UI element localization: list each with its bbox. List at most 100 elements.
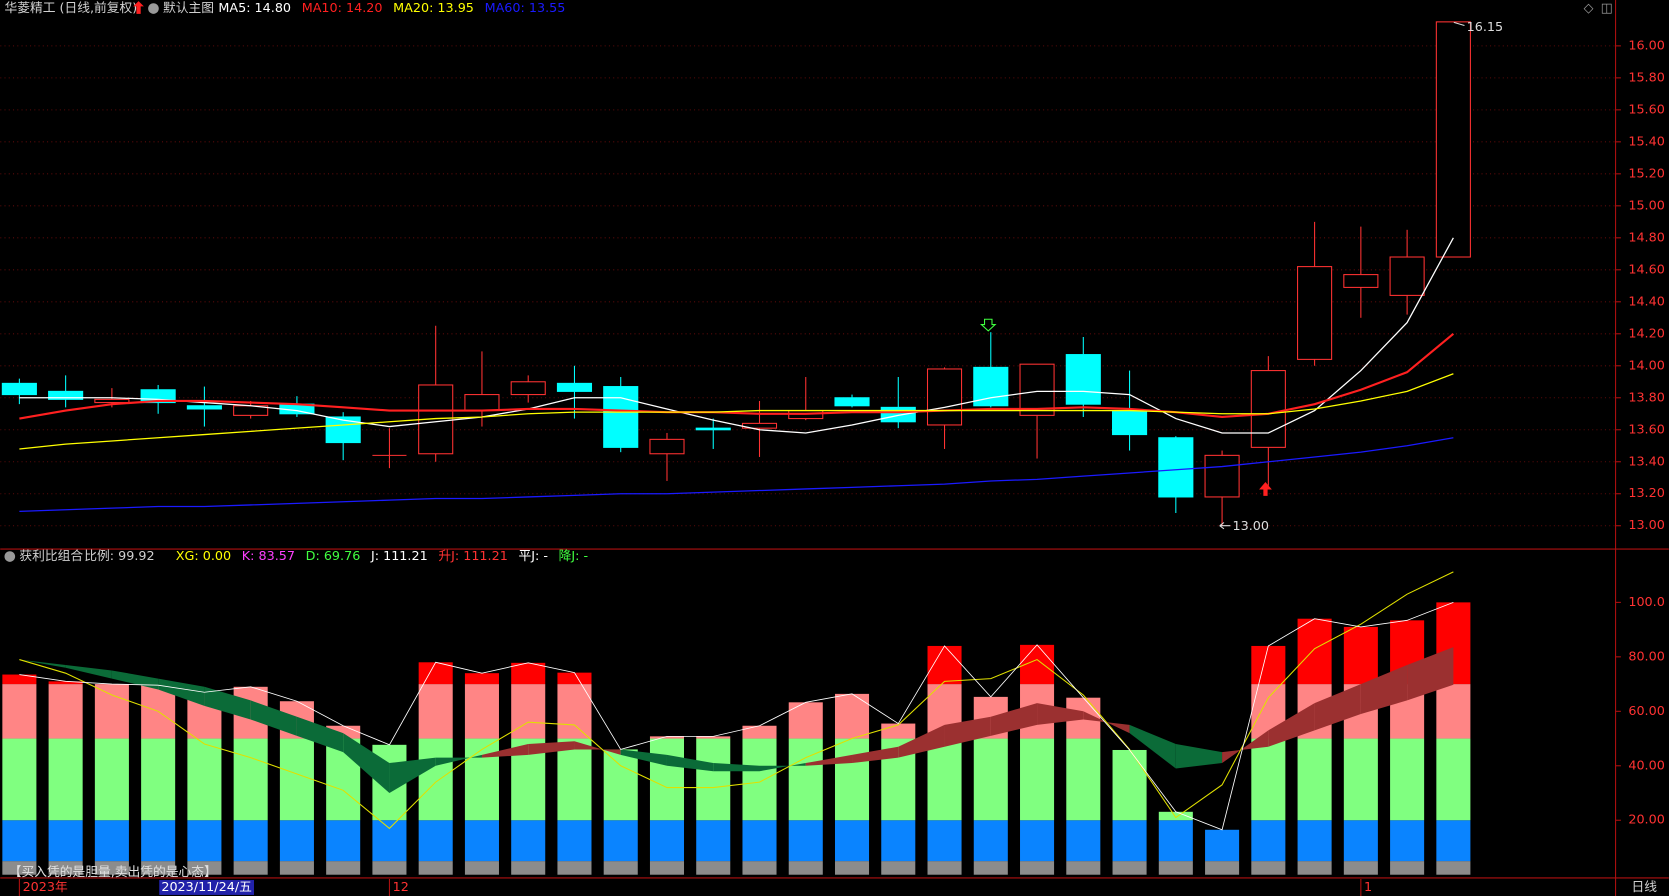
profit-bar	[1343, 861, 1378, 875]
profit-bar	[1251, 861, 1286, 875]
profit-bar	[788, 702, 823, 739]
profit-bar	[927, 645, 962, 685]
sell-signal	[979, 318, 997, 332]
kd-ribbon	[481, 743, 529, 758]
candle-body	[48, 390, 84, 400]
profit-bar	[834, 693, 870, 739]
profit-bar	[1020, 820, 1055, 862]
candle-body	[926, 368, 963, 426]
profit-bar	[141, 820, 176, 862]
kd-ribbon	[1314, 684, 1361, 731]
profit-bar	[742, 738, 777, 821]
profit-bar	[1390, 861, 1425, 875]
kd-ribbon	[1083, 711, 1130, 734]
profit-bar	[927, 820, 962, 862]
profit-bar	[557, 861, 592, 875]
profit-bar	[279, 861, 314, 875]
profit-bar	[927, 738, 962, 821]
profit-bar	[2, 820, 37, 862]
kd-ribbon	[528, 741, 575, 755]
profit-bar	[1436, 861, 1471, 875]
legend-entry: MA60: 13.55	[485, 1, 566, 16]
y-tick-label: 100.0	[1628, 595, 1665, 610]
candle-body	[1250, 370, 1286, 448]
profit-bar	[1020, 861, 1055, 875]
kd-ribbon	[805, 754, 853, 766]
x-tick-label: 1	[1364, 880, 1372, 895]
profit-bar	[94, 738, 129, 821]
kd-ribbon	[1407, 647, 1454, 701]
candle-body	[94, 398, 130, 404]
footer-quote: 【买入凭的是胆量,卖出凭的是心态】	[9, 864, 217, 880]
profit-bar	[279, 738, 314, 821]
candle-body	[1297, 266, 1333, 360]
main-chart-label[interactable]: 默认主图	[163, 0, 214, 16]
icon[interactable]: ◫	[1601, 1, 1613, 16]
profit-bar	[464, 738, 499, 821]
legend-entry: 平J: -	[518, 549, 547, 564]
profit-bar	[881, 723, 916, 739]
profit-bar	[696, 736, 731, 739]
x-tick-label: 12	[393, 880, 409, 895]
profit-bar	[1390, 738, 1425, 821]
profit-bar	[187, 861, 222, 875]
profit-bar	[649, 738, 685, 821]
profit-bar	[326, 861, 361, 875]
profit-bar	[649, 736, 685, 739]
profit-bar	[141, 861, 176, 875]
profit-bar	[511, 684, 546, 739]
profit-bar	[372, 820, 407, 862]
profit-bar	[464, 673, 499, 685]
y-tick-label: 13.80	[1628, 390, 1665, 405]
profit-bar	[1066, 820, 1101, 862]
annotation-arrow	[1453, 21, 1465, 27]
kd-ribbon	[944, 716, 991, 747]
profit-bar	[1112, 749, 1147, 821]
y-tick-label: 15.80	[1628, 70, 1665, 85]
icon[interactable]: ◇	[1584, 1, 1594, 16]
kd-ribbon	[250, 700, 297, 736]
kd-ribbon	[898, 724, 945, 758]
profit-bar	[511, 662, 546, 685]
kd-ribbon	[19, 659, 66, 668]
period-label[interactable]: 日线	[1632, 880, 1658, 895]
candle-body	[1065, 354, 1101, 405]
y-tick-label: 16.00	[1628, 38, 1665, 53]
ma-line	[19, 373, 1454, 450]
kd-ribbon	[65, 665, 112, 679]
menu-icon[interactable]	[148, 3, 159, 14]
j-line	[19, 571, 1454, 830]
profit-bar	[1297, 861, 1332, 875]
profit-bar	[464, 684, 499, 739]
profit-bar	[1436, 738, 1471, 821]
profit-bar	[464, 861, 499, 875]
kd-ribbon	[389, 757, 436, 794]
profit-bar	[418, 861, 453, 875]
profit-bar	[973, 820, 1008, 862]
candle-body	[1, 382, 37, 396]
candle-body	[973, 366, 1009, 407]
profit-bar	[1343, 626, 1378, 685]
candle-body	[186, 405, 222, 410]
profit-bar	[94, 861, 129, 875]
profit-bar	[1158, 861, 1193, 875]
legend-entry: 降J: -	[559, 549, 588, 564]
profit-bar	[557, 672, 592, 685]
axes: 13.00 13.20 13.40 13.60 13.80 14.00 14.20 14.40…	[18, 38, 1665, 896]
y-tick-label: 13.60	[1628, 422, 1665, 437]
profit-bar	[742, 820, 777, 862]
x-tick-label: 2023/11/24/五	[161, 880, 252, 895]
kd-ribbon	[713, 763, 760, 772]
profit-bar	[1390, 820, 1425, 862]
kd-ribbon	[1129, 724, 1176, 769]
profit-bar	[696, 861, 731, 875]
profit-bar	[881, 820, 916, 862]
menu-icon[interactable]	[4, 551, 16, 562]
candle-body	[834, 397, 870, 407]
y-tick-label: 13.40	[1628, 454, 1665, 469]
profit-bar	[788, 820, 823, 862]
candle-body	[1019, 363, 1055, 416]
y-tick-label: 14.40	[1628, 294, 1665, 309]
legend-entry: MA10: 14.20	[302, 1, 383, 16]
